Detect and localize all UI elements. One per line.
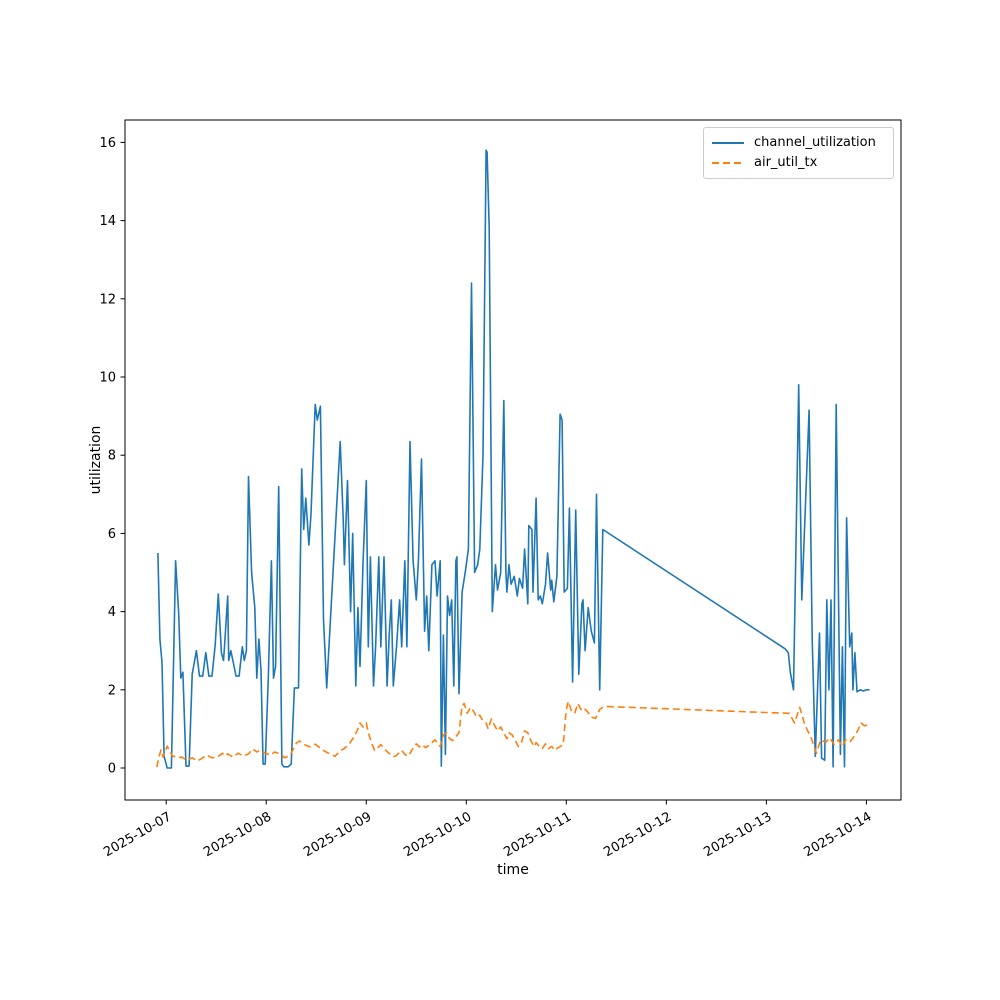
series-line-channel_utilization: [157, 149, 870, 769]
series-line-air_util_tx: [156, 700, 868, 768]
y-tick-label: 10: [99, 371, 116, 386]
x-tick-label: 2025-10-07: [101, 809, 174, 860]
legend-label: air_util_tx: [754, 155, 818, 170]
y-tick-label: 8: [108, 449, 116, 464]
legend-entry-channel-utilization: channel_utilization: [712, 133, 885, 153]
plot-border: [124, 119, 902, 801]
y-axis-label: utilization: [88, 425, 104, 495]
x-tick-label: 2025-10-08: [201, 809, 274, 860]
x-axis-label: time: [497, 862, 529, 878]
x-tick-label: 2025-10-12: [601, 809, 674, 860]
y-tick-label: 6: [108, 527, 116, 542]
x-tick-label: 2025-10-11: [501, 809, 574, 860]
y-tick-label: 4: [108, 605, 116, 620]
y-tick-label: 12: [99, 292, 116, 307]
legend-label: channel_utilization: [754, 135, 876, 150]
y-tick-label: 2: [108, 683, 116, 698]
legend: channel_utilization air_util_tx: [703, 127, 894, 179]
y-tick-label: 14: [99, 214, 116, 229]
legend-line-sample-solid-icon: [712, 142, 744, 144]
legend-entry-air-util-tx: air_util_tx: [712, 153, 885, 173]
y-tick-label: 0: [108, 762, 116, 777]
x-tick-label: 2025-10-10: [401, 809, 474, 860]
legend-line-sample-dashed-icon: [712, 162, 744, 164]
x-tick-label: 2025-10-14: [801, 809, 874, 860]
x-tick-label: 2025-10-09: [301, 809, 374, 860]
x-tick-label: 2025-10-13: [701, 809, 774, 860]
y-tick-label: 16: [99, 136, 116, 151]
